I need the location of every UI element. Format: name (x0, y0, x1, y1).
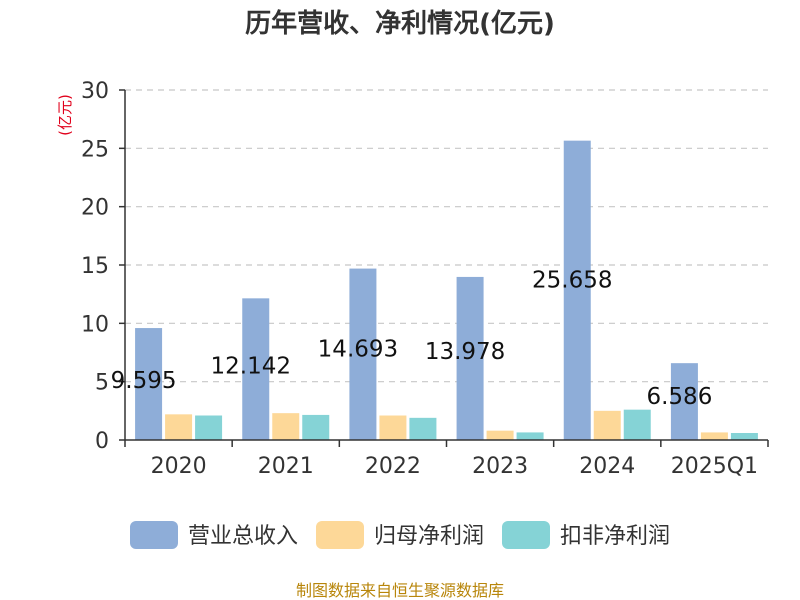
bar-data-label: 12.142 (211, 353, 291, 379)
bar-revenue[interactable] (563, 140, 591, 440)
y-tick-label: 25 (81, 137, 109, 162)
x-tick-label: 2024 (579, 454, 635, 479)
legend-swatch (502, 521, 550, 549)
data-labels: 9.595 12.142 14.693 13.978 25.658 6.586 (111, 268, 713, 411)
x-tick-label: 2023 (472, 454, 528, 479)
legend-item-deducted-profit[interactable]: 扣非净利润 (502, 521, 670, 549)
bar-data-label: 14.693 (318, 337, 398, 363)
bar-data-label: 25.658 (532, 268, 612, 294)
y-tick-label: 15 (81, 254, 109, 279)
bar-net-profit[interactable] (272, 413, 300, 440)
bar-net-profit[interactable] (700, 432, 728, 440)
y-tick-label: 10 (81, 312, 109, 337)
legend-label: 营业总收入 (188, 524, 298, 549)
bar-deducted-profit[interactable] (302, 414, 330, 440)
axes: 0 5 10 15 20 25 30 2020 2021 2022 2023 2024 2025Q1 (81, 79, 769, 479)
x-tick-label: 2020 (151, 454, 207, 479)
x-tick-label: 2021 (258, 454, 314, 479)
bar-deducted-profit[interactable] (409, 417, 437, 440)
bar-revenue[interactable] (242, 298, 270, 440)
x-tick-label: 2025Q1 (671, 454, 758, 479)
bar-data-label: 9.595 (111, 368, 177, 394)
bar-revenue[interactable] (349, 268, 377, 440)
bar-revenue[interactable] (135, 328, 163, 440)
y-tick-label: 30 (81, 79, 109, 104)
grid-lines (125, 89, 768, 383)
bar-data-label: 13.978 (425, 339, 505, 365)
data-source-note: 制图数据来自恒生聚源数据库 (296, 581, 504, 600)
bar-data-label: 6.586 (646, 384, 712, 410)
bar-deducted-profit[interactable] (195, 415, 223, 441)
legend-label: 归母净利润 (374, 524, 484, 549)
bar-net-profit[interactable] (379, 415, 407, 441)
bar-deducted-profit[interactable] (730, 433, 758, 440)
legend-item-revenue[interactable]: 营业总收入 (130, 521, 298, 549)
bar-net-profit[interactable] (486, 430, 514, 440)
y-tick-label: 20 (81, 196, 109, 221)
bar-deducted-profit[interactable] (516, 432, 544, 440)
legend-swatch (130, 521, 178, 549)
y-axis-unit: (亿元) (56, 94, 74, 136)
bar-deducted-profit[interactable] (623, 409, 651, 440)
bar-net-profit[interactable] (165, 414, 193, 440)
y-tick-label: 5 (95, 371, 109, 396)
bar-revenue[interactable] (670, 363, 698, 440)
bar-revenue[interactable] (456, 276, 484, 440)
legend-swatch (316, 521, 364, 549)
bars (135, 140, 758, 441)
y-tick-label: 0 (95, 429, 109, 454)
legend[interactable]: 营业总收入 归母净利润 扣非净利润 (130, 521, 670, 549)
legend-label: 扣非净利润 (560, 524, 670, 549)
x-tick-label: 2022 (365, 454, 421, 479)
legend-item-net-profit[interactable]: 归母净利润 (316, 521, 484, 549)
bar-net-profit[interactable] (593, 410, 621, 440)
chart-title: 历年营收、净利情况(亿元) (245, 8, 555, 39)
